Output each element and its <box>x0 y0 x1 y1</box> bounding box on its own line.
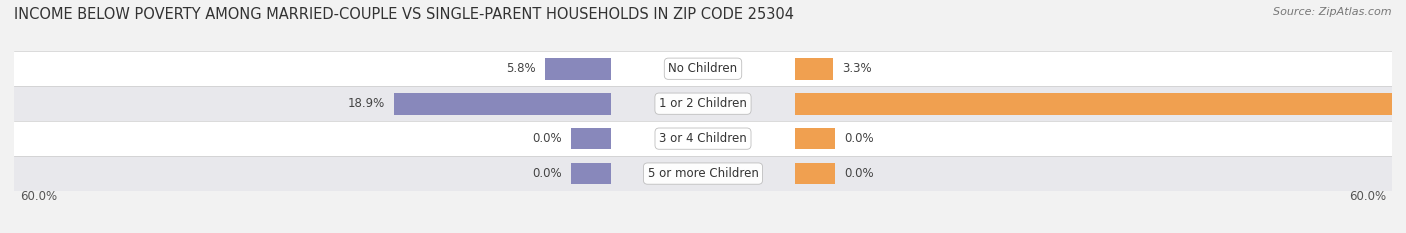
Bar <box>394 93 612 115</box>
Text: 3 or 4 Children: 3 or 4 Children <box>659 132 747 145</box>
Text: 3.3%: 3.3% <box>842 62 872 75</box>
Text: 0.0%: 0.0% <box>531 132 562 145</box>
Text: 0.0%: 0.0% <box>531 167 562 180</box>
Bar <box>14 156 1392 191</box>
Text: 18.9%: 18.9% <box>347 97 385 110</box>
Text: 60.0%: 60.0% <box>1350 190 1386 203</box>
Text: 5 or more Children: 5 or more Children <box>648 167 758 180</box>
Bar <box>544 58 612 80</box>
Bar <box>571 163 612 185</box>
Bar <box>794 128 835 150</box>
Text: No Children: No Children <box>668 62 738 75</box>
Text: INCOME BELOW POVERTY AMONG MARRIED-COUPLE VS SINGLE-PARENT HOUSEHOLDS IN ZIP COD: INCOME BELOW POVERTY AMONG MARRIED-COUPL… <box>14 7 794 22</box>
Text: Source: ZipAtlas.com: Source: ZipAtlas.com <box>1274 7 1392 17</box>
Bar <box>794 163 835 185</box>
Text: 5.8%: 5.8% <box>506 62 536 75</box>
Text: 60.0%: 60.0% <box>20 190 56 203</box>
Bar <box>14 51 1392 86</box>
Text: 0.0%: 0.0% <box>844 132 875 145</box>
Bar <box>14 86 1392 121</box>
Text: 1 or 2 Children: 1 or 2 Children <box>659 97 747 110</box>
Text: 0.0%: 0.0% <box>844 167 875 180</box>
Bar <box>794 93 1406 115</box>
Bar <box>14 121 1392 156</box>
Bar <box>571 128 612 150</box>
Bar <box>794 58 832 80</box>
